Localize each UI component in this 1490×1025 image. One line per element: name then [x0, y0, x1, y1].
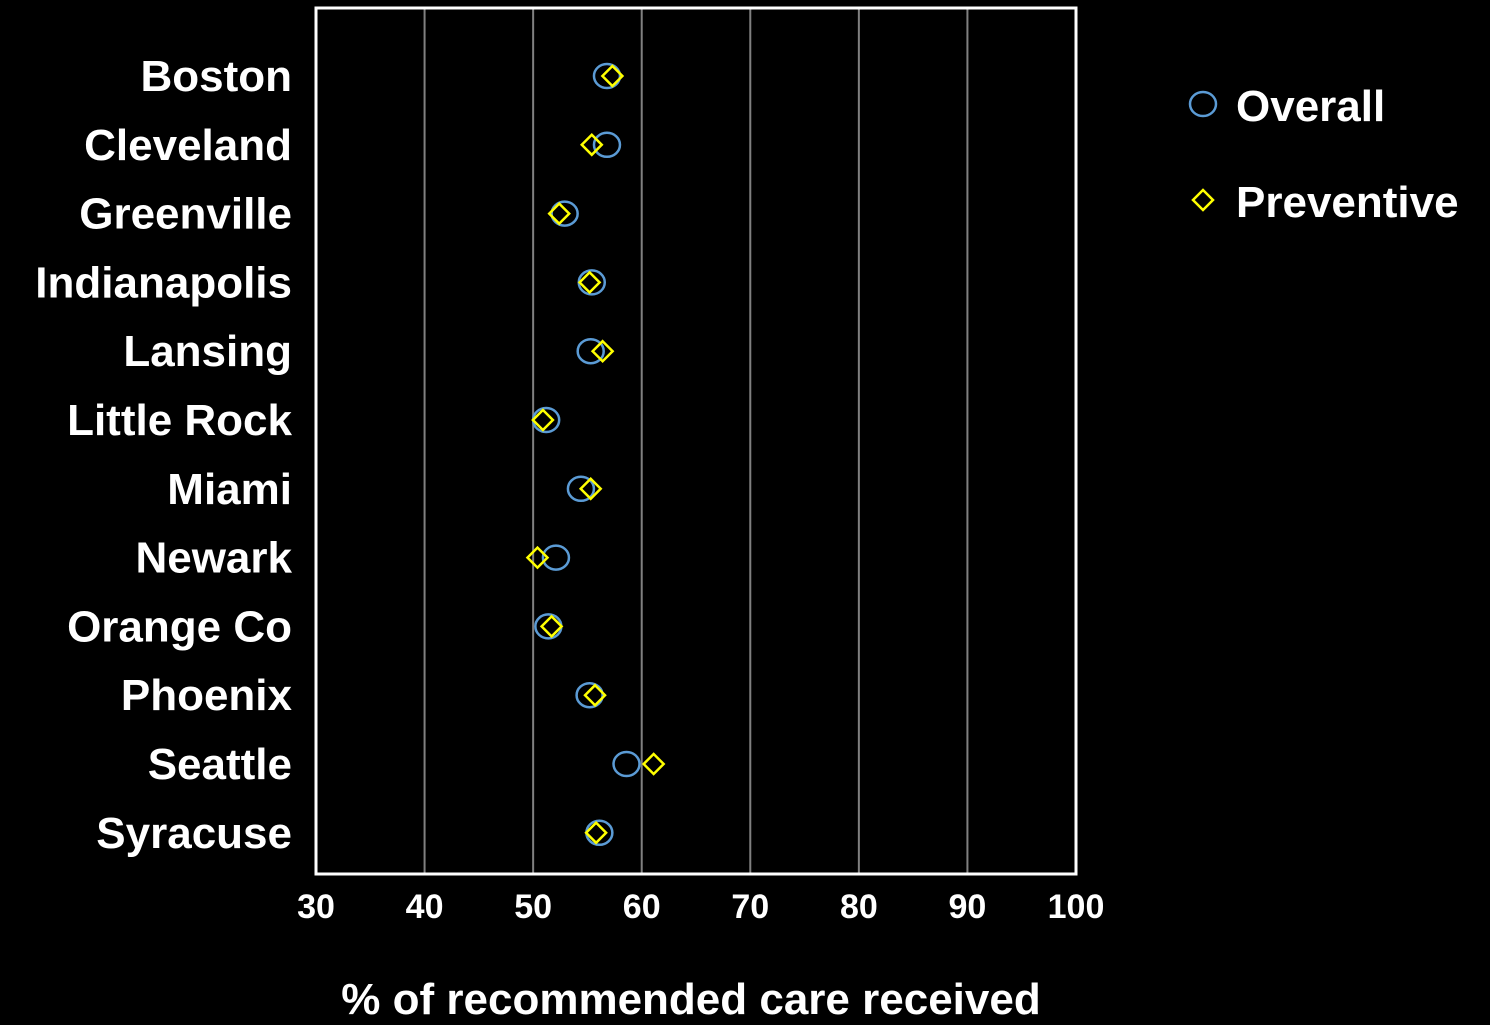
data-markers — [525, 62, 666, 847]
x-tick-label: 70 — [731, 888, 769, 926]
overall-marker-miami — [566, 475, 596, 503]
overall-marker-greenville — [550, 200, 579, 227]
category-label: Lansing — [123, 327, 292, 376]
category-label: Indianapolis — [35, 258, 292, 307]
category-label: Seattle — [148, 740, 292, 789]
preventive-marker-cleveland — [580, 133, 604, 157]
x-tick-label: 100 — [1048, 888, 1105, 926]
plot-area-frame — [314, 6, 1078, 876]
overall-marker-seattle — [612, 750, 641, 778]
legend: Overall Preventive — [1188, 82, 1459, 227]
x-tick-label: 60 — [623, 888, 661, 926]
preventive-marker-phoenix — [583, 683, 607, 707]
preventive-marker-seattle — [641, 752, 666, 776]
preventive-marker-boston — [600, 64, 625, 88]
x-tick-label: 90 — [949, 888, 987, 926]
legend-preventive-marker — [1191, 188, 1215, 212]
x-tick-label: 50 — [514, 888, 552, 926]
overall-marker-cleveland — [592, 131, 622, 159]
legend-preventive-label: Preventive — [1236, 178, 1459, 227]
x-tick-label: 80 — [840, 888, 878, 926]
category-label: Miami — [167, 465, 292, 514]
overall-marker-newark — [541, 544, 571, 571]
category-label: Boston — [140, 52, 292, 101]
overall-marker-boston — [592, 62, 622, 90]
preventive-marker-orange-co — [539, 614, 564, 639]
overall-marker-phoenix — [575, 681, 604, 709]
preventive-marker-greenville — [547, 201, 571, 226]
legend-overall-label: Overall — [1236, 82, 1385, 131]
x-axis-title: % of recommended care received — [341, 975, 1040, 1020]
x-tick-label: 40 — [406, 888, 444, 926]
category-label: Syracuse — [96, 809, 292, 858]
category-label: Newark — [135, 534, 292, 583]
x-tick-labels: 30 40 50 60 70 80 90 100 — [297, 888, 1104, 926]
category-label: Greenville — [79, 190, 292, 239]
preventive-marker-indianapolis — [577, 270, 602, 295]
overall-marker-lansing — [576, 337, 605, 365]
preventive-marker-lansing — [590, 339, 615, 363]
preventive-marker-newark — [525, 545, 550, 570]
category-label: Phoenix — [121, 671, 293, 720]
x-tick-label: 30 — [297, 888, 335, 926]
category-labels: Boston Cleveland Greenville Indianapolis Lan… — [35, 52, 292, 858]
preventive-marker-syracuse — [584, 821, 608, 845]
preventive-marker-miami — [578, 477, 603, 501]
preventive-marker-little-rock — [531, 408, 555, 432]
category-label: Orange Co — [67, 602, 292, 651]
category-label: Little Rock — [67, 396, 292, 445]
category-label: Cleveland — [84, 121, 292, 170]
grid-lines — [423, 8, 969, 874]
legend-overall-marker — [1188, 90, 1218, 118]
